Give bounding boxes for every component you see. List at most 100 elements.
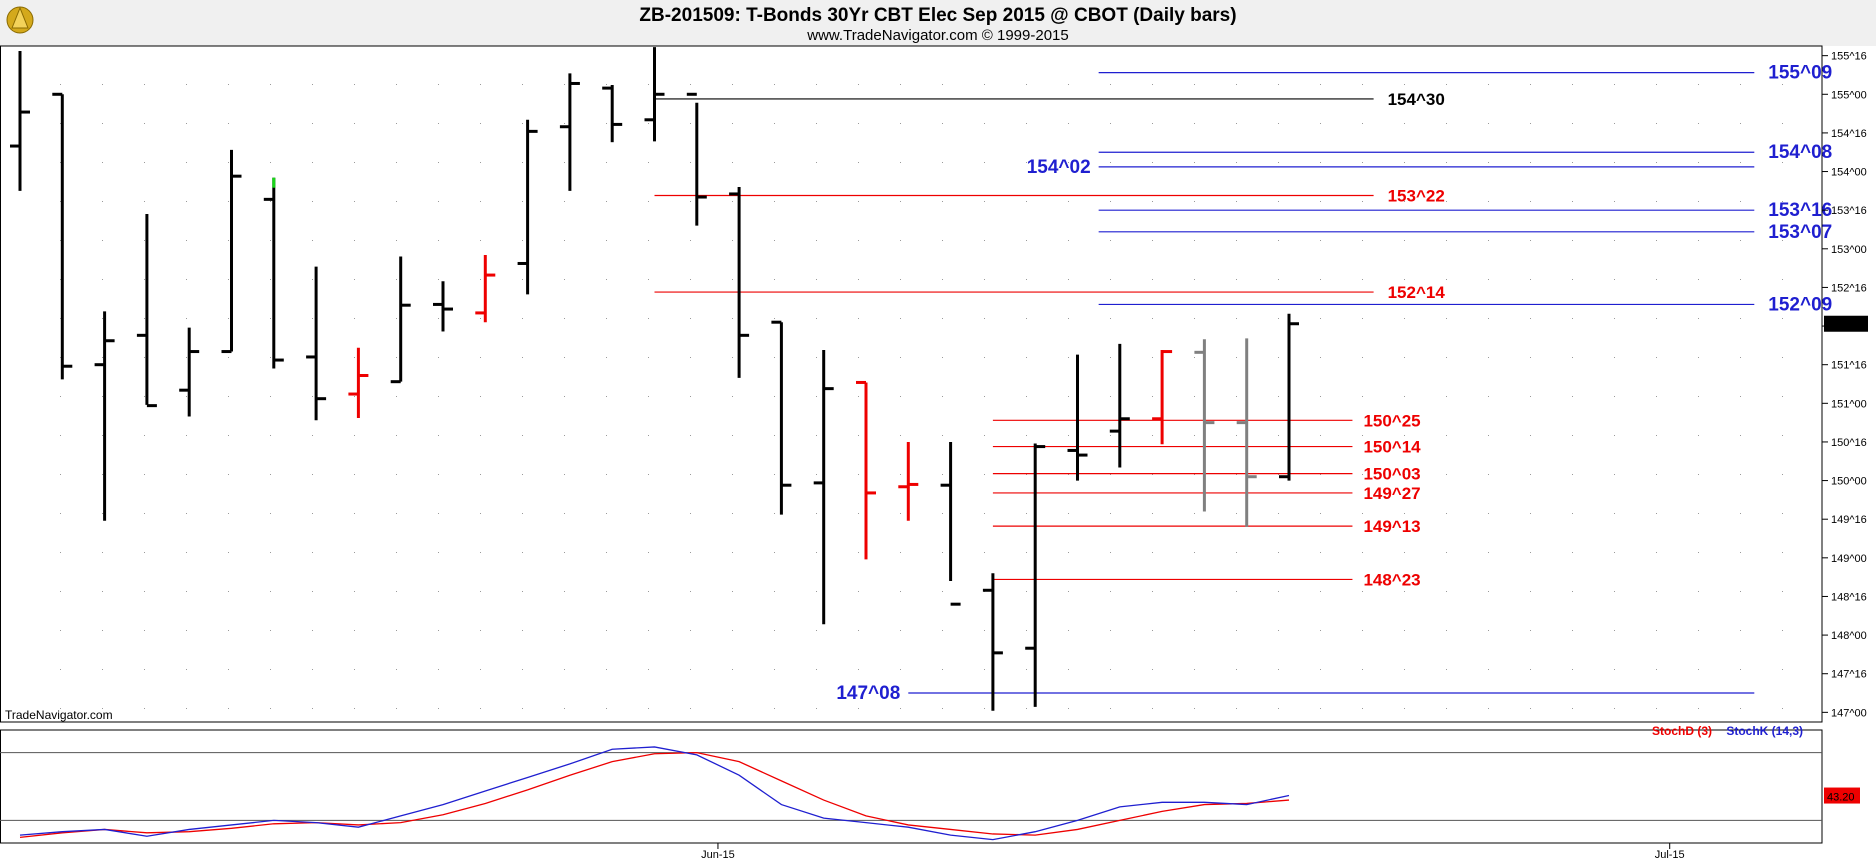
level-label: 154^02 — [1027, 157, 1091, 178]
grid-dot — [522, 435, 523, 436]
grid-dot — [1698, 552, 1699, 553]
grid-dot — [270, 708, 271, 709]
ohlc-bar — [517, 119, 538, 295]
grid-dot — [816, 357, 817, 358]
last-price-box — [1824, 315, 1868, 332]
grid-dot — [1656, 162, 1657, 163]
grid-dot — [1698, 591, 1699, 592]
grid-dot — [1236, 630, 1237, 631]
grid-dot — [1614, 630, 1615, 631]
grid-dot — [1278, 474, 1279, 475]
grid-dot — [1362, 201, 1363, 202]
grid-dot — [438, 591, 439, 592]
grid-dot — [774, 84, 775, 85]
grid-dot — [942, 357, 943, 358]
grid-dot — [732, 279, 733, 280]
price-tick-label: 148^16 — [1831, 591, 1867, 603]
grid-dot — [438, 513, 439, 514]
level-label: 150^25 — [1363, 411, 1420, 430]
grid-dot — [1026, 708, 1027, 709]
grid-dot — [144, 552, 145, 553]
grid-dot — [1488, 84, 1489, 85]
ohlc-bar — [136, 214, 157, 408]
grid-dot — [522, 669, 523, 670]
grid-dot — [186, 123, 187, 124]
grid-dot — [1530, 357, 1531, 358]
grid-dot — [732, 162, 733, 163]
grid-dot — [522, 591, 523, 592]
grid-dot — [1362, 162, 1363, 163]
grid-dot — [1446, 552, 1447, 553]
grid-dot — [1152, 357, 1153, 358]
grid-dot — [1530, 396, 1531, 397]
grid-dot — [60, 708, 61, 709]
grid-dot — [480, 279, 481, 280]
grid-dot — [60, 84, 61, 85]
grid-dot — [102, 123, 103, 124]
grid-dot — [942, 474, 943, 475]
grid-dot — [900, 552, 901, 553]
grid-dot — [228, 630, 229, 631]
grid-dot — [1320, 357, 1321, 358]
grid-dot — [1698, 708, 1699, 709]
grid-dot — [816, 552, 817, 553]
grid-dot — [144, 669, 145, 670]
grid-dot — [1278, 552, 1279, 553]
grid-dot — [1614, 240, 1615, 241]
grid-dot — [396, 474, 397, 475]
grid-dot — [774, 669, 775, 670]
grid-dot — [228, 591, 229, 592]
grid-dot — [522, 630, 523, 631]
grid-dot — [522, 474, 523, 475]
grid-dot — [1236, 240, 1237, 241]
grid-dot — [984, 630, 985, 631]
grid-dot — [522, 396, 523, 397]
ohlc-bar — [1067, 354, 1088, 481]
ohlc-bar — [686, 92, 707, 226]
grid-dot — [1320, 708, 1321, 709]
grid-dot — [1152, 591, 1153, 592]
ohlc-bar — [1194, 339, 1215, 512]
grid-dot — [1236, 435, 1237, 436]
grid-dot — [186, 708, 187, 709]
grid-dot — [480, 552, 481, 553]
price-tick-label: 147^16 — [1831, 669, 1867, 681]
grid-dot — [270, 240, 271, 241]
level-label: 150^03 — [1363, 465, 1420, 484]
grid-dot — [900, 240, 901, 241]
grid-dot — [1194, 513, 1195, 514]
grid-dot — [1278, 669, 1279, 670]
grid-dot — [1110, 435, 1111, 436]
grid-dot — [858, 396, 859, 397]
grid-dot — [1530, 591, 1531, 592]
grid-dot — [1278, 240, 1279, 241]
grid-dot — [312, 84, 313, 85]
grid-dot — [1362, 630, 1363, 631]
grid-dot — [1446, 123, 1447, 124]
grid-dot — [1026, 123, 1027, 124]
grid-dot — [1236, 318, 1237, 319]
grid-dot — [1488, 591, 1489, 592]
grid-dot — [1740, 201, 1741, 202]
ohlc-bar — [856, 380, 876, 560]
grid-dot — [1068, 435, 1069, 436]
grid-dot — [354, 240, 355, 241]
grid-dot — [816, 435, 817, 436]
grid-dot — [102, 708, 103, 709]
grid-dot — [1110, 162, 1111, 163]
grid-dot — [648, 162, 649, 163]
grid-dot — [690, 162, 691, 163]
grid-dot — [354, 279, 355, 280]
ohlc-bar — [898, 441, 919, 521]
grid-dot — [564, 435, 565, 436]
grid-dot — [186, 201, 187, 202]
grid-dot — [1740, 84, 1741, 85]
grid-dot — [942, 84, 943, 85]
grid-dot — [564, 513, 565, 514]
grid-dot — [1278, 435, 1279, 436]
grid-dot — [1320, 591, 1321, 592]
grid-dot — [1194, 279, 1195, 280]
grid-dot — [60, 630, 61, 631]
grid-dot — [1488, 201, 1489, 202]
grid-dot — [1152, 708, 1153, 709]
